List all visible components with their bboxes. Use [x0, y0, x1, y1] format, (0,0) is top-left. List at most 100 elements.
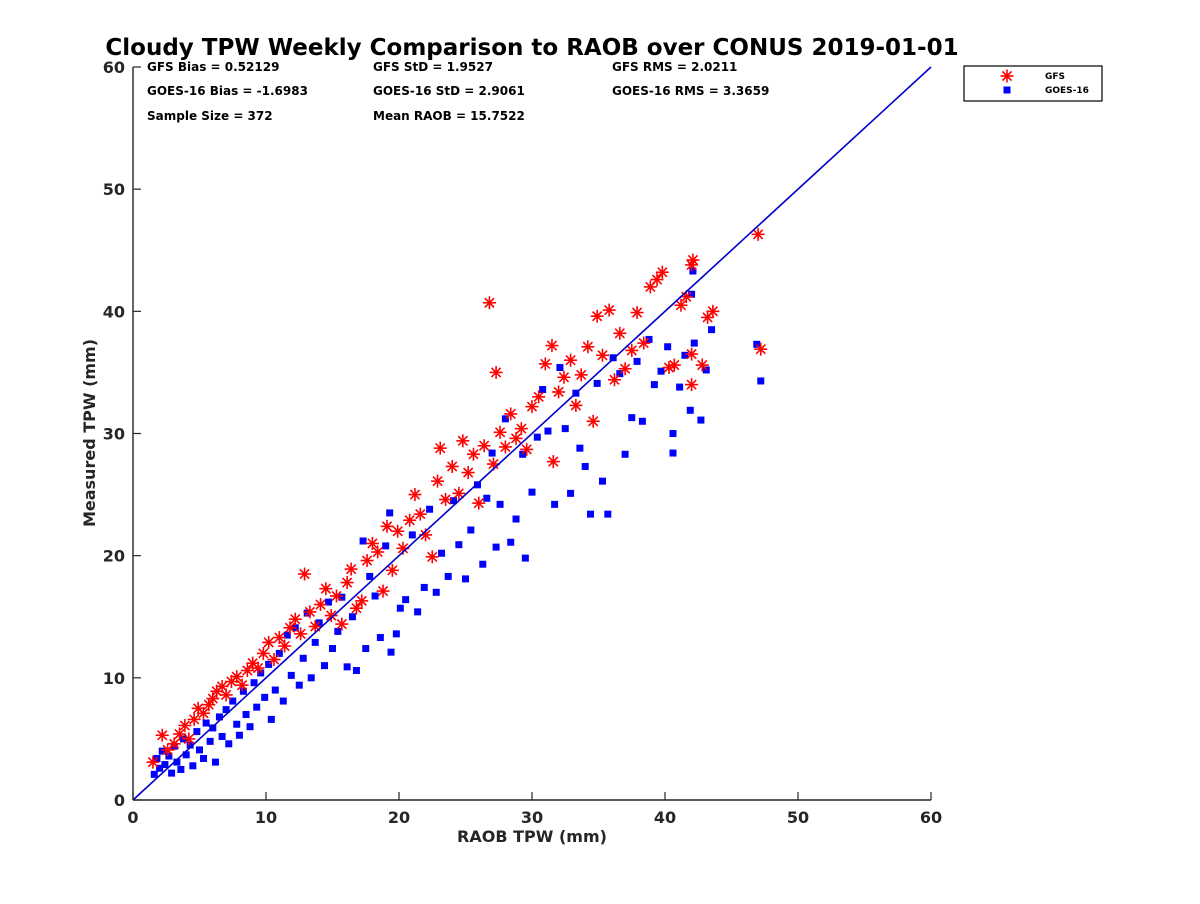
- gfs-point: [466, 447, 480, 461]
- one-to-one-line: [132, 66, 932, 801]
- goes16-point: [402, 596, 410, 604]
- gfs-point: [319, 582, 333, 596]
- data-points: [146, 227, 768, 778]
- gfs-point: [173, 727, 187, 741]
- goes16-point: [338, 593, 346, 601]
- goes16-point: [473, 481, 481, 489]
- goes16-point: [561, 425, 569, 433]
- gfs-point: [655, 265, 669, 279]
- gfs-point: [385, 563, 399, 577]
- gfs-point: [754, 342, 768, 356]
- goes16-point: [168, 769, 176, 777]
- goes16-point: [287, 671, 295, 679]
- goes16-point: [512, 515, 520, 523]
- gfs-point: [408, 488, 422, 502]
- goes16-point: [218, 732, 226, 740]
- stat-text: GOES-16 Bias = -1.6983: [147, 84, 308, 98]
- gfs-point: [456, 434, 470, 448]
- goes16-point: [650, 381, 658, 389]
- goes16-point: [329, 645, 336, 653]
- x-tick-label: 0: [127, 808, 138, 827]
- goes16-point: [488, 449, 496, 457]
- y-axis-label: Measured TPW (mm): [80, 339, 99, 527]
- goes16-point: [334, 627, 342, 635]
- gfs-point: [452, 486, 466, 500]
- gfs-point: [344, 562, 358, 576]
- gfs-point: [493, 425, 507, 439]
- gfs-point: [391, 524, 405, 538]
- series-gfs: [146, 227, 768, 769]
- gfs-point: [396, 541, 410, 555]
- gfs-point: [303, 605, 317, 619]
- goes16-point: [616, 370, 624, 378]
- gfs-point: [230, 670, 244, 684]
- series-goes-16: [150, 267, 765, 778]
- gfs-point: [288, 612, 302, 626]
- goes16-point: [587, 510, 595, 518]
- goes16-point: [352, 667, 360, 675]
- goes16-point: [507, 538, 515, 546]
- gfs-point: [569, 398, 583, 412]
- goes16-point: [261, 693, 269, 701]
- goes16-point: [253, 703, 261, 711]
- goes16-point: [492, 543, 500, 551]
- goes16-point: [242, 710, 250, 718]
- gfs-point: [595, 348, 609, 362]
- gfs-point: [283, 621, 297, 635]
- goes16-point: [708, 326, 716, 334]
- goes16-point: [199, 754, 207, 762]
- goes16-point: [165, 752, 173, 760]
- x-tick-label: 60: [920, 808, 942, 827]
- goes16-point: [638, 417, 646, 425]
- gfs-point: [267, 653, 281, 667]
- gfs-point: [272, 631, 286, 645]
- gfs-point: [439, 492, 453, 506]
- gfs-point: [538, 357, 552, 371]
- goes16-point: [177, 765, 185, 773]
- gfs-point: [425, 550, 439, 564]
- gfs-point: [674, 298, 688, 312]
- legend-box: [963, 65, 1103, 102]
- goes16-point: [265, 660, 273, 668]
- goes16-point: [257, 669, 265, 677]
- gfs-point: [167, 737, 181, 751]
- x-axis-label: RAOB TPW (mm): [457, 827, 607, 846]
- goes16-point: [366, 572, 374, 580]
- gfs-point: [256, 646, 270, 660]
- goes16-point: [279, 697, 287, 705]
- goes16-point: [299, 654, 307, 662]
- goes16-point: [438, 549, 446, 557]
- axes: 0 10 20 30 40 50 60 0 10 20 30 40 50 60: [103, 58, 942, 827]
- gfs-point: [187, 712, 201, 726]
- goes16-point: [295, 681, 303, 689]
- goes16-point: [250, 679, 258, 687]
- legend-gfs-marker: [1000, 69, 1014, 83]
- gfs-point: [329, 589, 343, 603]
- goes16-point: [371, 592, 379, 600]
- goes16-point: [551, 500, 559, 508]
- goes16-point: [414, 608, 422, 616]
- gfs-point: [403, 513, 417, 527]
- gfs-point: [182, 732, 196, 746]
- gfs-point: [376, 584, 390, 598]
- gfs-point: [413, 507, 427, 521]
- gfs-point: [324, 609, 338, 623]
- goes16-point: [206, 737, 214, 745]
- goes16-point: [690, 339, 698, 347]
- goes16-point: [676, 383, 684, 391]
- gfs-point: [545, 339, 559, 353]
- goes16-point: [271, 686, 279, 694]
- goes16-point: [628, 414, 636, 422]
- goes16-point: [420, 583, 428, 591]
- goes16-point: [664, 343, 672, 351]
- y-tick-label: 50: [103, 180, 125, 199]
- gfs-point: [498, 440, 512, 454]
- goes16-point: [156, 764, 164, 772]
- gfs-point: [251, 661, 265, 675]
- gfs-point: [278, 639, 292, 653]
- goes16-point: [609, 354, 617, 362]
- goes16-point: [444, 572, 452, 580]
- y-tick-label: 10: [103, 669, 125, 688]
- goes16-point: [681, 351, 689, 359]
